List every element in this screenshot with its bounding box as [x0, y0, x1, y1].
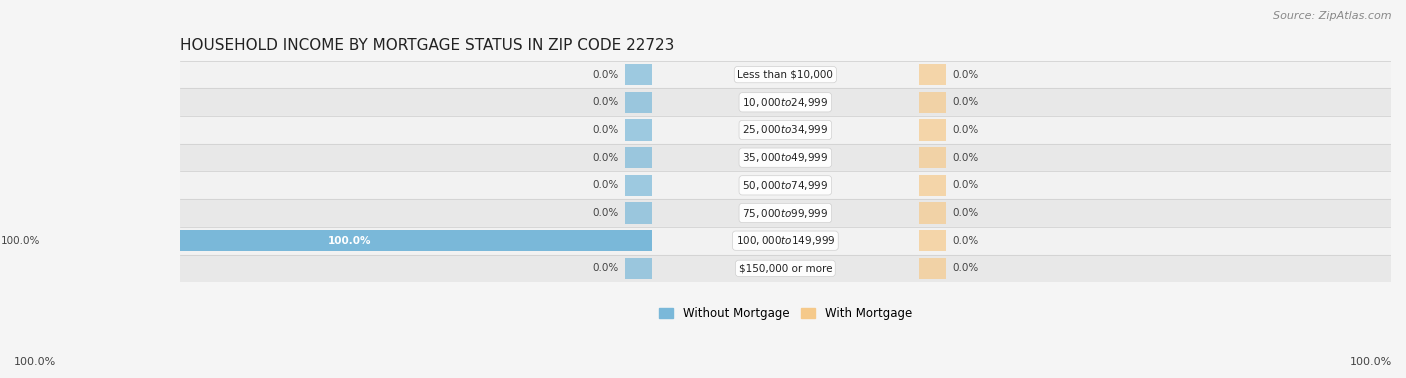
- Text: 0.0%: 0.0%: [952, 263, 979, 273]
- Text: HOUSEHOLD INCOME BY MORTGAGE STATUS IN ZIP CODE 22723: HOUSEHOLD INCOME BY MORTGAGE STATUS IN Z…: [180, 38, 673, 53]
- Bar: [918, 147, 946, 169]
- Bar: [180, 227, 1391, 254]
- Bar: [918, 257, 946, 279]
- Text: 0.0%: 0.0%: [592, 208, 619, 218]
- Bar: [624, 147, 652, 169]
- Bar: [918, 175, 946, 196]
- Text: 0.0%: 0.0%: [592, 125, 619, 135]
- Text: $75,000 to $99,999: $75,000 to $99,999: [742, 206, 828, 220]
- Bar: [180, 61, 1391, 88]
- Bar: [918, 91, 946, 113]
- Text: 100.0%: 100.0%: [14, 357, 56, 367]
- Bar: [624, 91, 652, 113]
- Text: 0.0%: 0.0%: [592, 263, 619, 273]
- Text: $100,000 to $149,999: $100,000 to $149,999: [735, 234, 835, 247]
- Text: 0.0%: 0.0%: [592, 97, 619, 107]
- Bar: [180, 199, 1391, 227]
- Bar: [46, 230, 652, 251]
- Text: 0.0%: 0.0%: [592, 153, 619, 163]
- Bar: [180, 88, 1391, 116]
- Text: $150,000 or more: $150,000 or more: [738, 263, 832, 273]
- Bar: [624, 64, 652, 85]
- Bar: [918, 64, 946, 85]
- Bar: [918, 202, 946, 224]
- Text: Source: ZipAtlas.com: Source: ZipAtlas.com: [1274, 11, 1392, 21]
- Legend: Without Mortgage, With Mortgage: Without Mortgage, With Mortgage: [654, 302, 917, 325]
- Bar: [180, 116, 1391, 144]
- Bar: [180, 172, 1391, 199]
- Bar: [180, 254, 1391, 282]
- Text: Less than $10,000: Less than $10,000: [737, 70, 834, 80]
- Bar: [180, 144, 1391, 172]
- Text: 100.0%: 100.0%: [1, 235, 41, 246]
- Text: $25,000 to $34,999: $25,000 to $34,999: [742, 124, 828, 136]
- Bar: [918, 119, 946, 141]
- Bar: [624, 175, 652, 196]
- Text: 0.0%: 0.0%: [952, 153, 979, 163]
- Text: $35,000 to $49,999: $35,000 to $49,999: [742, 151, 828, 164]
- Text: 0.0%: 0.0%: [592, 180, 619, 191]
- Text: 0.0%: 0.0%: [952, 70, 979, 80]
- Text: 0.0%: 0.0%: [952, 125, 979, 135]
- Bar: [624, 119, 652, 141]
- Text: 100.0%: 100.0%: [328, 235, 371, 246]
- Bar: [624, 202, 652, 224]
- Text: $50,000 to $74,999: $50,000 to $74,999: [742, 179, 828, 192]
- Text: $10,000 to $24,999: $10,000 to $24,999: [742, 96, 828, 109]
- Text: 0.0%: 0.0%: [592, 70, 619, 80]
- Bar: [918, 230, 946, 251]
- Text: 0.0%: 0.0%: [952, 235, 979, 246]
- Text: 0.0%: 0.0%: [952, 180, 979, 191]
- Text: 100.0%: 100.0%: [1350, 357, 1392, 367]
- Bar: [624, 257, 652, 279]
- Text: 0.0%: 0.0%: [952, 208, 979, 218]
- Text: 0.0%: 0.0%: [952, 97, 979, 107]
